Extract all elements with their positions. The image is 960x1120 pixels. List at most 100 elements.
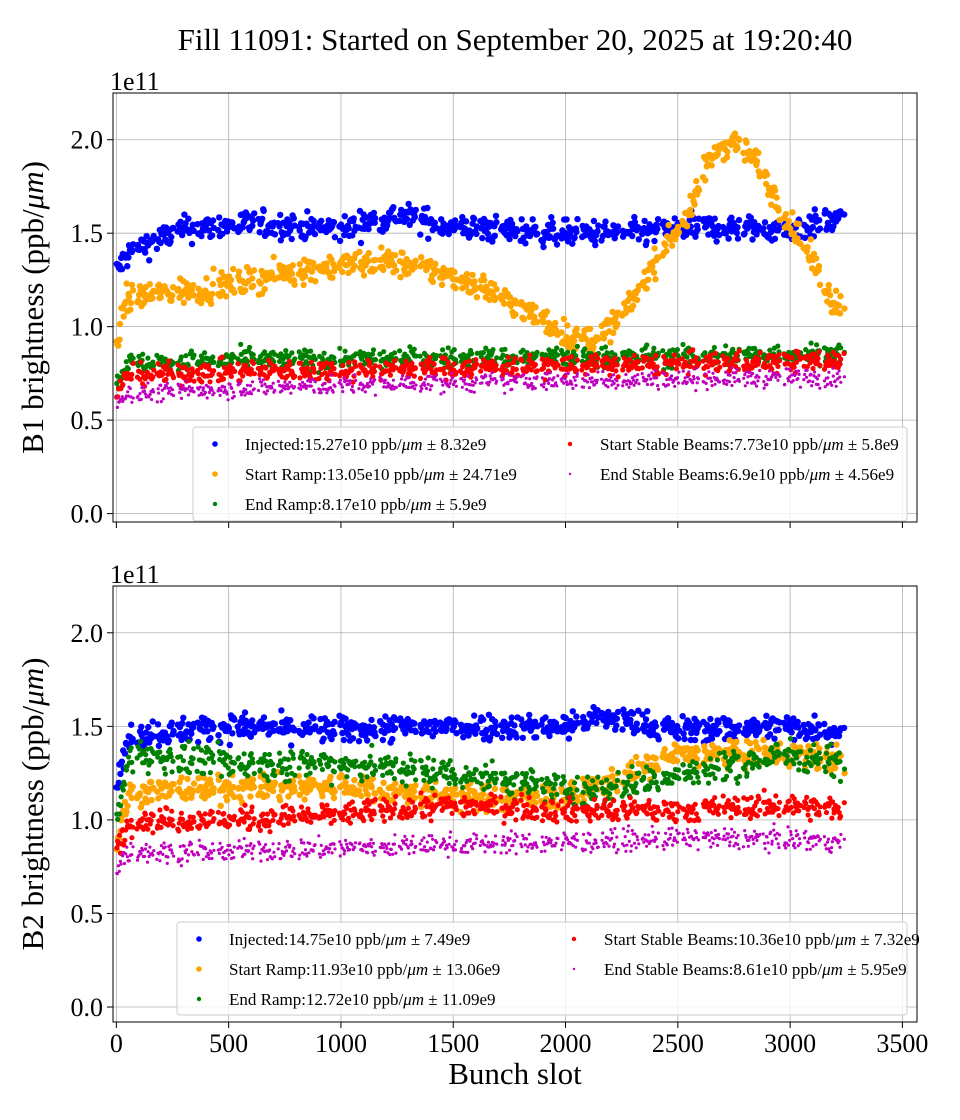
point-start-stable-beams bbox=[346, 359, 352, 366]
point-start-ramp bbox=[378, 244, 385, 251]
legend-label: Start Ramp:13.05e10 ppb/μm ± 24.71e9 bbox=[245, 465, 517, 484]
point-end-stable-beams bbox=[670, 374, 674, 378]
point-end-stable-beams bbox=[171, 394, 176, 398]
point-injected bbox=[484, 230, 491, 237]
point-end-stable-beams bbox=[547, 377, 552, 381]
point-end-stable-beams bbox=[426, 382, 430, 386]
point-start-ramp bbox=[271, 779, 279, 786]
legend-label: End Ramp:8.17e10 ppb/μm ± 5.9e9 bbox=[245, 495, 487, 514]
point-start-ramp bbox=[654, 766, 662, 773]
point-start-ramp bbox=[771, 187, 779, 194]
point-start-stable-beams bbox=[817, 362, 823, 368]
point-end-stable-beams bbox=[244, 388, 248, 392]
point-injected bbox=[593, 719, 600, 727]
point-injected bbox=[716, 231, 723, 239]
point-injected bbox=[336, 237, 344, 244]
point-start-ramp bbox=[392, 780, 399, 787]
point-end-stable-beams bbox=[842, 375, 847, 379]
point-end-stable-beams bbox=[834, 384, 838, 388]
point-end-stable-beams bbox=[448, 381, 452, 385]
point-start-stable-beams bbox=[353, 363, 359, 369]
point-end-stable-beams bbox=[787, 379, 791, 383]
point-end-stable-beams bbox=[383, 378, 387, 382]
point-start-ramp bbox=[688, 211, 695, 218]
point-end-stable-beams bbox=[501, 377, 505, 381]
point-start-ramp bbox=[129, 783, 136, 791]
point-end-stable-beams bbox=[704, 381, 708, 385]
point-end-stable-beams bbox=[681, 369, 685, 373]
point-start-ramp bbox=[288, 270, 296, 277]
point-end-stable-beams bbox=[261, 378, 266, 382]
point-end-stable-beams bbox=[341, 390, 345, 394]
point-end-stable-beams bbox=[142, 389, 146, 393]
point-injected bbox=[473, 230, 480, 238]
point-end-ramp bbox=[292, 356, 298, 362]
point-end-stable-beams bbox=[373, 378, 377, 382]
point-start-stable-beams bbox=[512, 355, 518, 362]
point-end-stable-beams bbox=[488, 380, 492, 384]
point-end-stable-beams bbox=[440, 379, 444, 384]
point-injected bbox=[310, 715, 317, 722]
point-start-ramp bbox=[650, 269, 658, 276]
point-start-stable-beams bbox=[756, 356, 762, 362]
point-start-stable-beams bbox=[120, 382, 126, 388]
point-end-stable-beams bbox=[403, 378, 407, 382]
point-end-stable-beams bbox=[625, 382, 629, 386]
point-start-ramp bbox=[219, 288, 226, 296]
point-start-ramp bbox=[231, 289, 238, 296]
point-end-stable-beams bbox=[399, 377, 404, 381]
point-injected bbox=[177, 218, 184, 225]
point-end-stable-beams bbox=[232, 394, 236, 398]
point-end-stable-beams bbox=[692, 377, 696, 381]
point-injected bbox=[288, 742, 295, 749]
chart-title: Fill 11091: Started on September 20, 202… bbox=[177, 22, 853, 57]
y-tick-label: 2.0 bbox=[71, 619, 104, 648]
point-end-stable-beams bbox=[624, 372, 628, 377]
point-injected bbox=[168, 719, 175, 726]
point-end-stable-beams bbox=[289, 391, 293, 395]
point-injected bbox=[341, 213, 348, 220]
point-injected bbox=[549, 219, 556, 226]
point-start-stable-beams bbox=[736, 348, 742, 354]
point-end-stable-beams bbox=[231, 390, 236, 394]
point-end-stable-beams bbox=[130, 400, 134, 404]
point-injected bbox=[594, 228, 601, 235]
point-end-stable-beams bbox=[571, 386, 575, 390]
point-start-ramp bbox=[427, 257, 434, 265]
point-end-stable-beams bbox=[649, 377, 653, 381]
point-end-stable-beams bbox=[399, 382, 403, 386]
point-injected bbox=[613, 722, 620, 729]
point-end-ramp bbox=[129, 759, 135, 766]
point-start-ramp bbox=[358, 266, 366, 273]
point-end-stable-beams bbox=[685, 380, 689, 384]
point-end-stable-beams bbox=[595, 378, 599, 382]
point-start-stable-beams bbox=[417, 375, 424, 381]
point-end-stable-beams bbox=[636, 373, 640, 377]
point-injected bbox=[492, 212, 500, 220]
point-end-stable-beams bbox=[724, 370, 728, 374]
point-injected bbox=[671, 215, 678, 222]
point-injected bbox=[602, 218, 609, 225]
point-injected bbox=[735, 216, 743, 224]
y-axis-label-close: ) bbox=[15, 161, 50, 171]
point-end-stable-beams bbox=[599, 377, 604, 381]
point-end-stable-beams bbox=[709, 379, 714, 383]
point-end-stable-beams bbox=[340, 385, 344, 389]
point-end-stable-beams bbox=[311, 377, 315, 381]
point-end-stable-beams bbox=[669, 377, 673, 381]
point-start-ramp bbox=[743, 139, 750, 146]
point-injected bbox=[229, 730, 236, 737]
point-start-ramp bbox=[364, 257, 372, 265]
point-end-ramp bbox=[440, 347, 446, 353]
point-start-ramp bbox=[203, 275, 210, 282]
point-start-ramp bbox=[190, 292, 197, 299]
point-injected bbox=[733, 229, 740, 237]
point-injected bbox=[331, 718, 338, 726]
point-end-stable-beams bbox=[205, 396, 209, 400]
point-start-stable-beams bbox=[776, 352, 782, 358]
subplot-b2: 0 500 1000 1500 2000 2500 3000 35000.00.51.01.5… bbox=[15, 560, 928, 1091]
point-start-ramp bbox=[418, 254, 425, 261]
point-start-stable-beams bbox=[331, 366, 337, 372]
point-injected bbox=[681, 735, 688, 743]
point-start-ramp bbox=[432, 260, 439, 267]
